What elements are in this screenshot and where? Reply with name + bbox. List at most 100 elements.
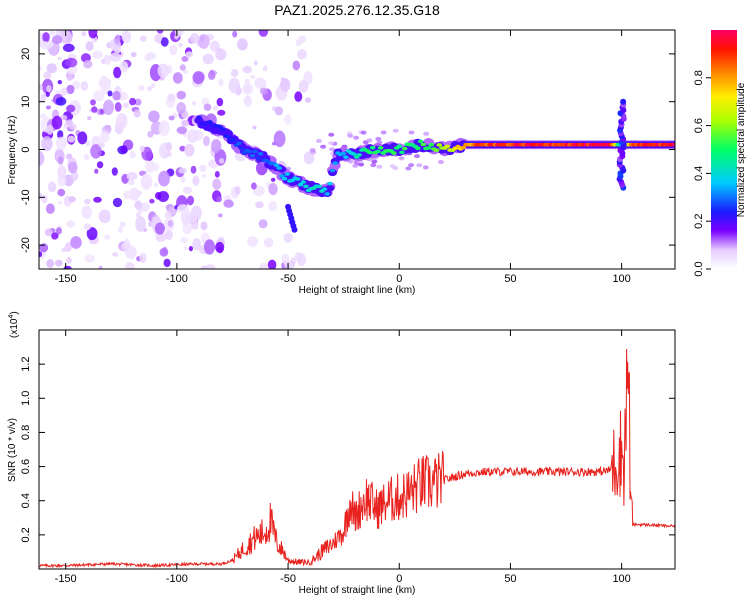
ridge-cell xyxy=(239,147,245,151)
heatmap-y-tick-label: 0 xyxy=(20,146,32,152)
noise-cell xyxy=(166,152,172,156)
noise-cell xyxy=(178,43,183,47)
noise-cell xyxy=(117,226,123,233)
heatmap-y-tick-label: 10 xyxy=(20,96,32,108)
noise-cell xyxy=(51,232,59,240)
noise-cell xyxy=(44,228,53,237)
snr-panel: -150 -100 -50 0 50 100 0.2 0.4 0.6 0.8 1.0 1.2 Hei… xyxy=(7,311,676,596)
noise-cell xyxy=(203,135,210,147)
ridge-cell xyxy=(295,177,301,181)
heatmap-x-tick-label: 100 xyxy=(612,273,630,285)
noise-cell xyxy=(164,211,172,220)
noise-cell xyxy=(90,144,102,159)
noise-cell xyxy=(214,171,220,178)
noise-cell xyxy=(46,259,55,268)
noise-cell xyxy=(172,72,183,84)
colorbar-label: Normalized spectral amplitude xyxy=(736,82,747,217)
noise-cell xyxy=(98,209,111,224)
noise-cell xyxy=(244,95,252,107)
noise-cell xyxy=(113,66,122,79)
ridge-cell xyxy=(249,154,256,158)
heatmap-x-tick-label: -150 xyxy=(55,273,77,285)
noise-cell xyxy=(84,198,91,205)
noise-cell xyxy=(91,106,98,113)
noise-cell xyxy=(274,106,284,116)
ridge-cell xyxy=(324,192,331,196)
colorbar-gradient xyxy=(711,30,737,269)
noise-cell xyxy=(242,65,253,74)
noise-cell xyxy=(157,63,170,78)
ridge-branch-cell xyxy=(291,226,298,233)
noise-cell xyxy=(77,131,88,145)
noise-cell xyxy=(109,52,122,63)
scale-exponent: 4 xyxy=(8,315,15,319)
noise-cell xyxy=(157,191,169,202)
noise-cell xyxy=(298,80,309,93)
noise-cell xyxy=(139,145,145,153)
noise-cell xyxy=(258,30,269,37)
noise-cell xyxy=(55,96,67,106)
noise-cell xyxy=(100,80,111,95)
noise-cell xyxy=(176,90,186,100)
noise-cell xyxy=(80,81,89,91)
noise-cell xyxy=(253,60,258,66)
noise-cell xyxy=(191,221,199,230)
ridge-cell xyxy=(303,184,309,189)
noise-cell xyxy=(214,48,227,61)
noise-cell xyxy=(84,254,95,263)
noise-cell xyxy=(178,167,187,174)
noise-cell xyxy=(129,97,137,106)
noise-cell xyxy=(140,173,153,191)
noise-cell xyxy=(242,83,254,95)
noise-cell xyxy=(182,186,193,194)
noise-cell xyxy=(60,87,68,97)
noise-cell xyxy=(134,98,142,106)
noise-cell xyxy=(98,265,103,269)
noise-cell xyxy=(57,80,62,85)
noise-cell xyxy=(57,165,67,179)
noise-cell xyxy=(180,176,186,183)
noise-cell xyxy=(263,237,274,248)
ridge-cell xyxy=(327,181,333,186)
ridge-cell xyxy=(428,142,435,147)
noise-cell xyxy=(139,252,147,264)
noise-cell xyxy=(398,156,405,161)
noise-cell xyxy=(55,136,67,150)
noise-cell xyxy=(60,114,68,121)
noise-cell xyxy=(65,119,74,126)
noise-cell xyxy=(228,77,240,94)
noise-cell xyxy=(190,33,200,44)
noise-cell xyxy=(134,200,143,210)
noise-cell xyxy=(280,78,291,92)
ridge-cell xyxy=(254,156,261,160)
noise-cell xyxy=(212,105,219,111)
noise-cell xyxy=(112,197,123,208)
noise-cell xyxy=(186,195,195,206)
noise-cell xyxy=(129,150,136,159)
noise-cell xyxy=(57,156,64,165)
noise-cell xyxy=(215,241,225,253)
noise-cell xyxy=(268,201,278,212)
noise-cell xyxy=(129,187,140,201)
noise-cell xyxy=(67,135,76,143)
noise-cell xyxy=(376,164,383,169)
noise-cell xyxy=(247,236,259,248)
noise-cell xyxy=(270,177,276,182)
ridge-cell xyxy=(356,153,363,157)
noise-cell xyxy=(304,97,312,103)
noise-cell xyxy=(135,216,147,233)
noise-cell xyxy=(184,143,195,157)
noise-cell xyxy=(154,182,159,188)
noise-cell xyxy=(292,60,301,71)
noise-cell xyxy=(154,34,162,43)
colorbar-tick-label: 0.6 xyxy=(693,118,705,133)
colorbar-tick-label: 0.0 xyxy=(693,261,705,276)
noise-cell xyxy=(185,51,194,59)
noise-cell xyxy=(366,138,373,143)
noise-cell xyxy=(316,138,322,143)
ridge-cell xyxy=(343,155,349,159)
noise-cell xyxy=(147,130,154,138)
ridge-cell xyxy=(375,149,381,154)
noise-cell xyxy=(160,37,169,47)
noise-cell xyxy=(252,125,257,130)
